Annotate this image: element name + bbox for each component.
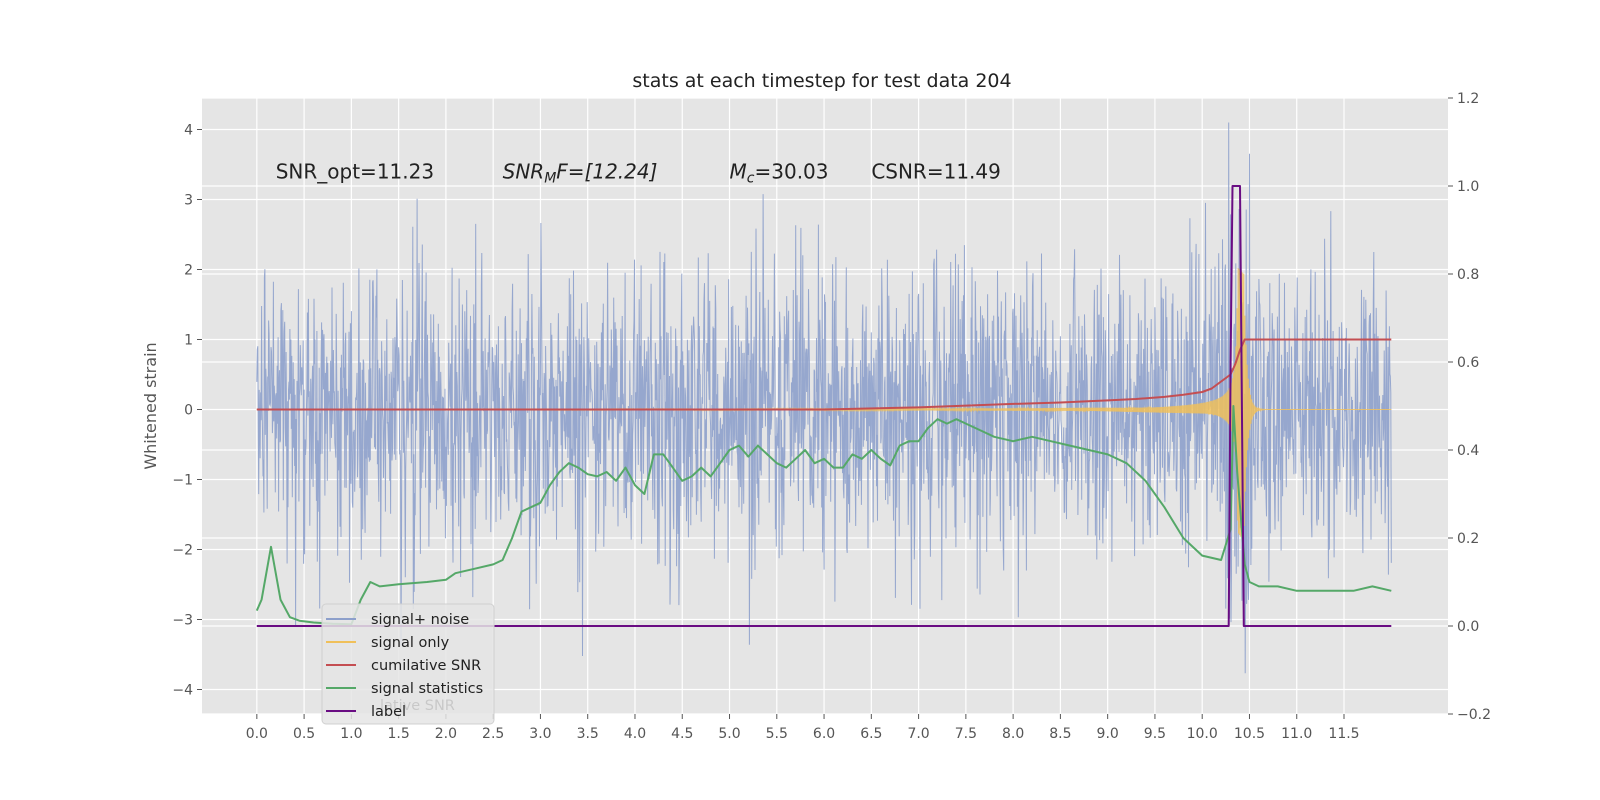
y-tick-label: 4: [184, 123, 193, 139]
x-tick-label: 8.5: [1049, 726, 1071, 742]
y-tick-label: 3: [184, 193, 193, 209]
legend-entry: signal only: [371, 635, 450, 651]
x-tick-label: 11.5: [1328, 726, 1359, 742]
x-tick-label: 3.0: [529, 726, 551, 742]
legend-entry: signal statistics: [371, 681, 483, 697]
annotation-subscript: c: [747, 171, 755, 187]
x-tick-label: 4.0: [624, 726, 646, 742]
y-tick-label: 1: [184, 333, 193, 349]
x-tick-label: 2.5: [482, 726, 504, 742]
annotation-rest: =30.03: [754, 160, 828, 184]
x-tick-label: 4.5: [671, 726, 693, 742]
y2-tick-label: 0.8: [1457, 267, 1479, 283]
x-tick-label: 9.5: [1144, 726, 1166, 742]
x-tick-label: 0.0: [246, 726, 268, 742]
label-line: [256, 185, 1392, 627]
y-axis-label: Whitened strain: [141, 342, 160, 469]
y-tick-label: 2: [184, 263, 193, 279]
x-tick-label: 1.0: [340, 726, 362, 742]
annotation-rest: F=[12.24]: [556, 160, 657, 184]
legend-box: [321, 603, 495, 725]
y-tick-label: 0: [184, 403, 193, 419]
x-tick-label: 3.5: [577, 726, 599, 742]
chart-title: stats at each timestep for test data 204: [632, 70, 1011, 92]
x-tick-label: 1.5: [388, 726, 410, 742]
x-axis-ticks: 0.0 0.5 1.0 1.5 2.0 2.5 3.0 3.5 4.0 4.5 5.0 5.5 6.0 6…: [246, 714, 1360, 742]
x-tick-label: 10.5: [1234, 726, 1265, 742]
y2-tick-label: 0.4: [1457, 443, 1479, 459]
x-tick-label: 6.5: [860, 726, 882, 742]
annotation-base: M: [730, 160, 747, 184]
legend-entry: signal+ noise: [371, 612, 469, 628]
annotation-3: Mc=30.03: [730, 160, 829, 187]
y2-tick-label: 0.6: [1457, 355, 1479, 371]
x-tick-label: 5.0: [718, 726, 740, 742]
grid: [202, 97, 1448, 715]
legend-entry: label: [371, 704, 406, 720]
y-tick-label: −2: [172, 543, 193, 559]
y-tick-label: −3: [172, 613, 193, 629]
annotation-2: SNRMF=[12.24]: [503, 160, 658, 187]
y-tick-label: −4: [172, 683, 193, 699]
legend-entry: cumilative SNR: [371, 658, 481, 674]
secondary-y-axis-ticks: 1.2 1.0 0.8 0.6 0.4 0.2 0.0 −0.2: [1448, 91, 1491, 723]
y2-tick-label: 0.2: [1457, 531, 1479, 547]
annotation-subscript: M: [544, 171, 556, 187]
signal-statistics-line: [255, 405, 1392, 626]
x-tick-label: 11.0: [1281, 726, 1312, 742]
signal-noise-line: [256, 122, 1392, 674]
y-tick-label: −1: [172, 473, 193, 489]
y2-tick-label: −0.2: [1457, 707, 1491, 723]
x-tick-label: 2.0: [435, 726, 457, 742]
x-tick-label: 8.0: [1002, 726, 1024, 742]
x-tick-label: 7.5: [955, 726, 977, 742]
cumulative-snr-line: [256, 338, 1392, 411]
x-tick-label: 10.0: [1187, 726, 1218, 742]
y2-tick-label: 1.0: [1457, 179, 1479, 195]
annotation-1: SNR_opt=11.23: [276, 160, 434, 184]
signal-noise-series: [256, 122, 1392, 674]
x-tick-label: 6.0: [813, 726, 835, 742]
line-series: [255, 185, 1392, 627]
x-tick-label: 9.0: [1097, 726, 1119, 742]
x-tick-label: 5.5: [766, 726, 788, 742]
annotations: SNR_opt=11.23 SNRMF=[12.24] Mc=30.03 CSNR=1…: [276, 160, 1001, 187]
x-tick-label: 0.5: [293, 726, 315, 742]
annotation-base: SNR: [503, 160, 545, 184]
y2-tick-label: 1.2: [1457, 91, 1479, 107]
annotation-4: CSNR=11.49: [871, 160, 1001, 184]
y-axis-ticks: 4 3 2 1 0 −1 −2 −3 −4: [172, 123, 202, 699]
x-tick-label: 7.0: [907, 726, 929, 742]
y2-tick-label: 0.0: [1457, 619, 1479, 635]
